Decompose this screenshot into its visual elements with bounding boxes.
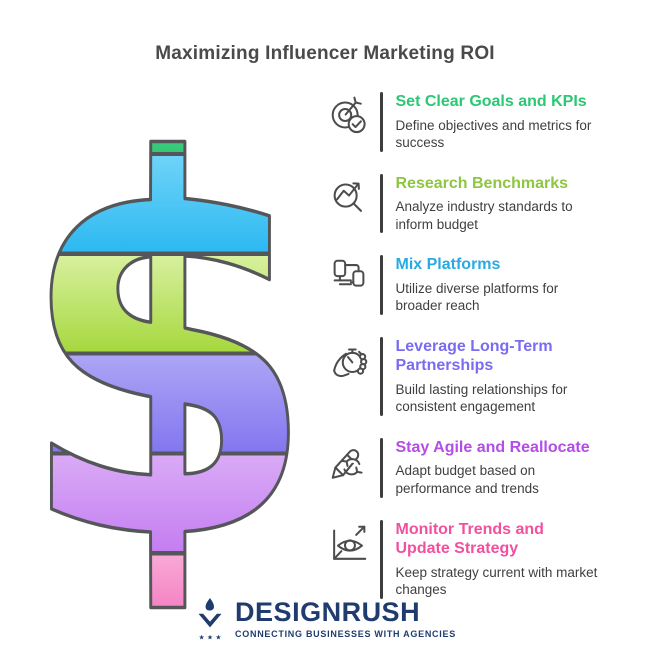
designrush-logo-icon: [198, 598, 222, 640]
step-description: Adapt budget based on performance and tr…: [395, 463, 539, 497]
step-item-4: Leverage Long-Term Partnerships Build la…: [326, 336, 638, 416]
page-title: Maximizing Influencer Marketing ROI: [155, 42, 495, 64]
brand-text-block: DESIGNRUSH CONNECTING BUSINESSES WITH AG…: [235, 597, 456, 640]
pencil-refresh-icon: [326, 438, 372, 484]
step-divider: [380, 336, 383, 416]
torch-flame: [205, 598, 215, 611]
step-title: Research Benchmarks: [395, 174, 569, 192]
step-title: Stay Agile and Reallocate: [395, 438, 590, 456]
step-divider: [380, 437, 383, 498]
star-icon: [215, 634, 222, 640]
step-divider: [380, 519, 383, 599]
step-title: Monitor Trends and Update Strategy: [395, 520, 544, 558]
star-icon: [207, 634, 213, 640]
brand-footer: DESIGNRUSH CONNECTING BUSINESSES WITH AG…: [0, 597, 650, 641]
step-description: Build lasting relationships for consiste…: [395, 381, 568, 415]
target-arrow-check-icon: [326, 92, 372, 138]
eye-chart-icon: [326, 520, 372, 566]
steps-list: Set Clear Goals and KPIs Define objectiv…: [326, 92, 638, 599]
brand-name: DESIGNRUSH: [235, 597, 421, 627]
step-divider: [380, 255, 383, 315]
magnifier-trend-icon: [326, 174, 372, 220]
step-divider: [380, 173, 383, 234]
step-description: Define objectives and metrics for succes…: [395, 117, 592, 151]
step-item-6: Monitor Trends and Update Strategy Keep …: [326, 519, 638, 599]
torch-v-inner: [203, 613, 217, 622]
step-description: Keep strategy current with market change…: [395, 564, 598, 598]
step-description: Utilize diverse platforms for broader re…: [395, 280, 559, 314]
torch-v: [198, 613, 222, 628]
dollar-glyph: $: [17, 54, 317, 653]
dollar-sign-svg: $: [16, 53, 320, 655]
star-icon: [199, 634, 205, 640]
dollar-sign-graphic: $: [16, 53, 320, 655]
step-item-2: Research Benchmarks Analyze industry sta…: [326, 173, 638, 234]
step-item-1: Set Clear Goals and KPIs Define objectiv…: [326, 92, 638, 152]
hand-stopwatch-icon: [326, 337, 372, 383]
step-title: Leverage Long-Term Partnerships: [395, 337, 553, 375]
step-item-5: Stay Agile and Reallocate Adapt budget b…: [326, 437, 638, 498]
step-divider: [380, 92, 383, 152]
step-description: Analyze industry standards to inform bud…: [395, 199, 573, 232]
step-title: Set Clear Goals and KPIs: [395, 93, 587, 110]
devices-icon: [326, 255, 372, 301]
step-item-3: Mix Platforms Utilize diverse platforms …: [326, 255, 638, 315]
step-title: Mix Platforms: [395, 256, 501, 274]
brand-tagline: CONNECTING BUSINESSES WITH AGENCIES: [235, 629, 456, 639]
